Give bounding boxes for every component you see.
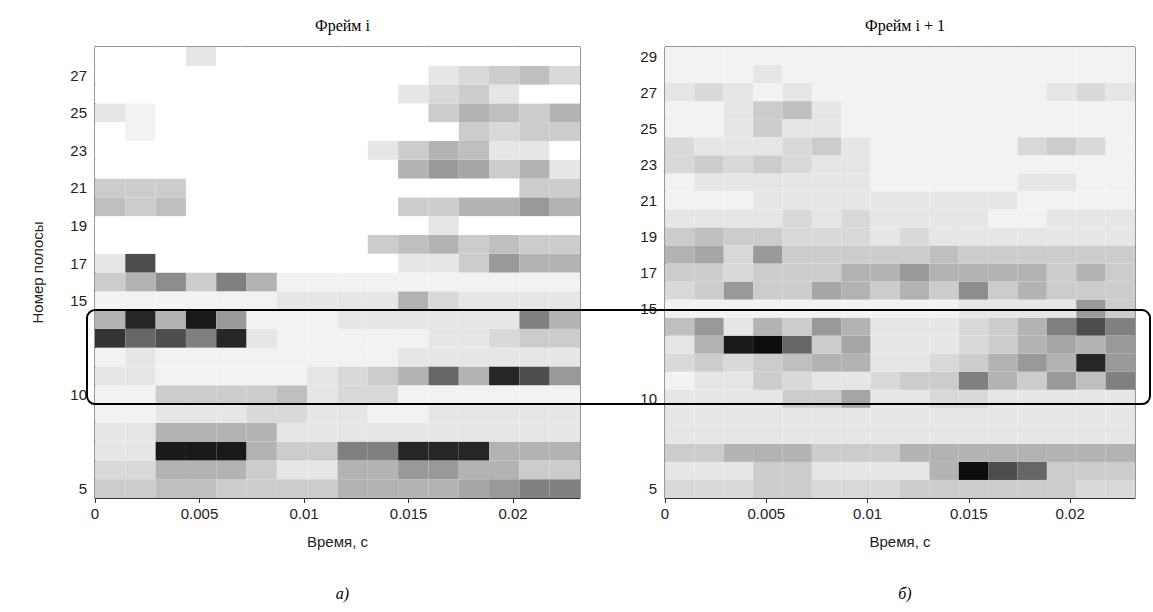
svg-text:23: 23	[70, 142, 87, 159]
svg-text:19: 19	[70, 217, 87, 234]
svg-text:10: 10	[70, 386, 87, 403]
svg-text:5: 5	[79, 480, 87, 497]
svg-text:17: 17	[640, 264, 657, 281]
svg-text:Номер полосы: Номер полосы	[29, 221, 46, 323]
svg-text:21: 21	[640, 192, 657, 209]
svg-text:25: 25	[70, 104, 87, 121]
svg-text:17: 17	[70, 255, 87, 272]
svg-text:0.005: 0.005	[748, 505, 786, 522]
svg-text:15: 15	[640, 300, 657, 317]
svg-text:б): б)	[898, 585, 911, 603]
svg-text:25: 25	[640, 120, 657, 137]
svg-text:5: 5	[649, 480, 657, 497]
svg-text:23: 23	[640, 156, 657, 173]
svg-text:0.01: 0.01	[289, 505, 318, 522]
svg-text:Фрейм i: Фрейм i	[315, 17, 370, 35]
svg-text:0: 0	[661, 505, 669, 522]
svg-text:19: 19	[640, 228, 657, 245]
svg-text:Время, с: Время, с	[870, 533, 931, 550]
svg-text:0.015: 0.015	[950, 505, 988, 522]
svg-text:15: 15	[70, 292, 87, 309]
svg-text:а): а)	[336, 585, 349, 603]
svg-text:Время, с: Время, с	[307, 533, 368, 550]
svg-text:21: 21	[70, 179, 87, 196]
svg-text:27: 27	[70, 67, 87, 84]
svg-text:0: 0	[91, 505, 99, 522]
svg-text:Фрейм i + 1: Фрейм i + 1	[865, 17, 945, 35]
svg-text:0.015: 0.015	[390, 505, 428, 522]
svg-text:10: 10	[640, 390, 657, 408]
svg-text:29: 29	[640, 48, 657, 65]
svg-text:0.005: 0.005	[181, 505, 219, 522]
svg-text:0.02: 0.02	[1056, 505, 1085, 522]
svg-text:27: 27	[640, 84, 657, 101]
svg-text:0.02: 0.02	[499, 505, 528, 522]
svg-text:0.01: 0.01	[853, 505, 882, 522]
